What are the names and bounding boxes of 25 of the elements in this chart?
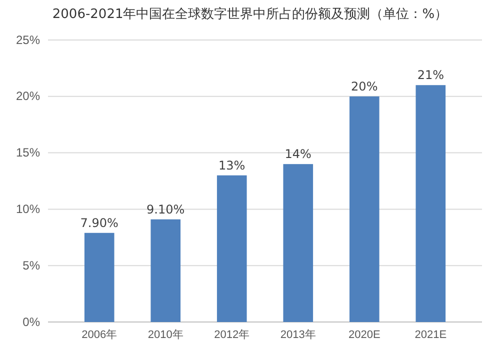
bar (150, 219, 181, 322)
x-tick-label: 2013年 (280, 328, 316, 341)
data-label: 21% (417, 68, 444, 82)
data-label: 13% (218, 158, 246, 172)
x-tick-label: 2012年 (214, 328, 250, 341)
data-label: 7.90% (80, 216, 118, 230)
x-tick-label: 2006年 (82, 328, 118, 341)
y-tick-label: 0% (22, 314, 40, 329)
bar (349, 96, 380, 322)
x-tick-label: 2020E (348, 328, 380, 341)
y-tick-label: 10% (16, 202, 40, 216)
bar (283, 164, 314, 322)
x-tick-label: 2010年 (148, 328, 184, 341)
y-tick-label: 20% (16, 89, 40, 104)
bar (84, 232, 114, 322)
bar (416, 85, 446, 322)
chart-title: 2006-2021年中国在全球数字世界中所占的份额及预测（单位：%） (52, 6, 448, 22)
y-tick-label: 5% (22, 258, 40, 272)
y-tick-label: 25% (16, 32, 40, 47)
x-tick-label: 2021E (414, 328, 447, 341)
data-label: 20% (351, 79, 378, 94)
y-tick-label: 15% (16, 146, 40, 160)
bar (216, 175, 247, 322)
data-label: 14% (284, 147, 312, 162)
data-label: 9.10% (146, 202, 185, 216)
